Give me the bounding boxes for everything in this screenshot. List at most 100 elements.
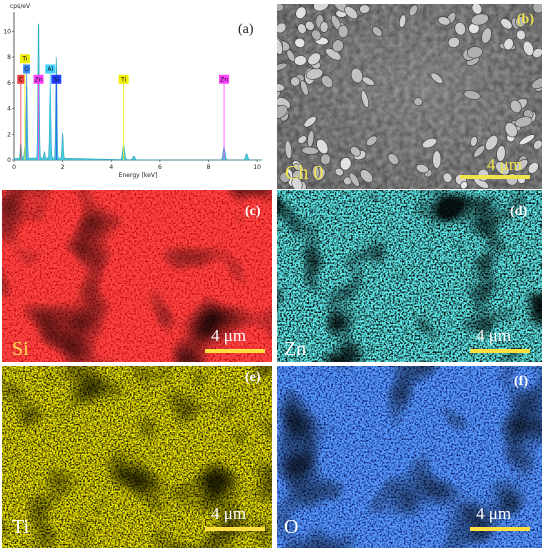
x-tick-label: 10 bbox=[253, 164, 261, 171]
sem-particle bbox=[495, 161, 510, 176]
element-tag-label: Si bbox=[54, 76, 60, 83]
sem-particle bbox=[516, 29, 526, 41]
panel-b-label: (b) bbox=[516, 12, 534, 27]
sem-particle bbox=[291, 177, 303, 189]
ti-map-panel bbox=[2, 366, 272, 548]
sem-particle bbox=[365, 135, 378, 147]
scale-bar-label-f: 4 μm bbox=[476, 504, 512, 523]
element-tag-label: Al bbox=[47, 66, 53, 73]
sem-particle bbox=[331, 39, 344, 53]
sem-particle bbox=[307, 52, 321, 66]
zn-map-panel bbox=[277, 190, 542, 362]
sem-particle bbox=[277, 83, 285, 92]
y-tick-label: 4 bbox=[7, 106, 11, 113]
sem-particle bbox=[430, 72, 444, 84]
sem-particle bbox=[277, 4, 285, 12]
si-map-panel bbox=[2, 190, 272, 362]
sem-particle bbox=[350, 67, 363, 84]
sem-particle bbox=[531, 76, 542, 90]
scale-bar-f bbox=[470, 527, 530, 531]
sem-particle bbox=[387, 153, 399, 165]
y-tick-label: 6 bbox=[7, 80, 11, 87]
element-tag-box bbox=[19, 54, 30, 64]
x-tick-label: 8 bbox=[207, 164, 211, 171]
sem-particle bbox=[522, 40, 534, 57]
sem-particle bbox=[293, 55, 307, 66]
sem-particle bbox=[481, 27, 492, 44]
sem-particle bbox=[413, 97, 423, 107]
eds-spectrum-panel: 0 2 4 6 8 10 0 2 4 6 8 10 cps/eV Energy [keV] C Ti O Zn Al… bbox=[0, 0, 268, 188]
sem-particle bbox=[466, 46, 483, 59]
sem-particle bbox=[307, 130, 315, 148]
sem-particle bbox=[515, 16, 526, 28]
sem-particle bbox=[359, 4, 371, 14]
y-tick-label: 8 bbox=[7, 54, 11, 61]
element-tag-box bbox=[118, 74, 129, 84]
x-tick-label: 2 bbox=[61, 164, 65, 171]
sem-particle bbox=[437, 16, 451, 26]
sem-particle bbox=[297, 135, 308, 144]
sem-particle bbox=[311, 29, 322, 41]
sem-particle bbox=[294, 37, 306, 48]
sem-particle bbox=[295, 6, 307, 20]
sem-image-panel: (b) Ch 0 4 μm bbox=[277, 4, 542, 189]
sem-particle bbox=[460, 180, 468, 189]
sem-particle bbox=[304, 20, 315, 31]
sem-particle bbox=[415, 164, 429, 174]
panel-f-label: (f) bbox=[514, 374, 528, 389]
sem-particle bbox=[527, 162, 539, 174]
sem-particle bbox=[503, 37, 514, 51]
sem-particle bbox=[463, 90, 481, 100]
sem-particle bbox=[496, 145, 506, 162]
ti-element-label: Ti bbox=[12, 516, 30, 538]
sem-particle bbox=[432, 150, 442, 169]
scale-bar-label-d: 4 μm bbox=[476, 326, 512, 345]
sem-particle bbox=[468, 22, 480, 35]
sem-particle bbox=[442, 172, 453, 183]
ti-elemental-map bbox=[2, 366, 272, 548]
sem-particle bbox=[311, 165, 320, 180]
sem-particle bbox=[339, 157, 352, 171]
eds-spectrum-chart: 0 2 4 6 8 10 0 2 4 6 8 10 cps/eV Energy [keV] C Ti O Zn Al… bbox=[3, 3, 262, 179]
sem-particle bbox=[320, 153, 331, 166]
element-tag-box bbox=[45, 64, 56, 74]
element-tag-label: Zn bbox=[220, 76, 228, 83]
x-tick-label: 0 bbox=[12, 164, 16, 171]
sem-particle bbox=[277, 37, 283, 55]
sem-particle bbox=[399, 14, 407, 28]
scale-bar-label-c: 4 μm bbox=[211, 326, 247, 345]
si-elemental-map bbox=[2, 190, 272, 362]
sem-particle bbox=[344, 6, 358, 20]
sem-particle bbox=[300, 80, 309, 96]
sem-particle bbox=[408, 4, 418, 17]
sem-particle bbox=[305, 68, 324, 80]
sem-particle bbox=[313, 4, 330, 12]
element-tag-label: Ti bbox=[120, 76, 126, 83]
sem-particle bbox=[447, 36, 460, 48]
sem-particle bbox=[290, 76, 301, 87]
sem-particle bbox=[359, 169, 374, 183]
x-tick-label: 6 bbox=[158, 164, 162, 171]
o-elemental-map bbox=[277, 366, 542, 548]
sem-particle bbox=[293, 163, 302, 171]
panel-e-label: (e) bbox=[245, 370, 261, 385]
sem-particle bbox=[321, 75, 334, 89]
spectrum-series bbox=[13, 22, 262, 161]
sem-particle bbox=[469, 136, 478, 147]
sem-particle bbox=[454, 21, 466, 36]
sem-particle bbox=[303, 116, 317, 128]
zn-element-label: Zn bbox=[284, 338, 307, 360]
o-element-label: O bbox=[284, 516, 299, 538]
sem-particle bbox=[349, 172, 360, 187]
sem-particle bbox=[319, 21, 329, 33]
y-tick-label: 10 bbox=[3, 28, 11, 35]
y-axis-label: cps/eV bbox=[10, 3, 31, 10]
element-tag-box bbox=[51, 74, 62, 84]
sem-particle bbox=[277, 62, 288, 72]
si-element-label: Si bbox=[12, 338, 29, 360]
sem-particle bbox=[279, 171, 291, 183]
sem-particle bbox=[514, 116, 533, 128]
scale-bar-d bbox=[470, 349, 530, 353]
zn-elemental-map bbox=[277, 190, 542, 362]
channel-label: Ch 0 bbox=[285, 162, 324, 184]
